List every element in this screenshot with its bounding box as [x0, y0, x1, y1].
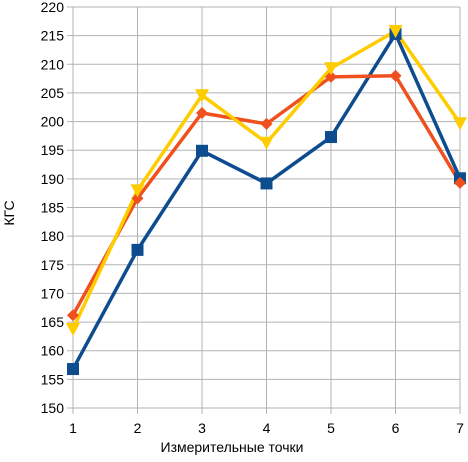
series-2-point	[389, 69, 402, 82]
series-1-point	[260, 177, 273, 190]
series-1-point	[67, 363, 79, 376]
y-tick-label: 175	[41, 257, 65, 273]
series-2-point	[260, 117, 273, 130]
x-tick-label: 2	[134, 420, 142, 436]
series-2-point	[454, 176, 466, 189]
series-3-point	[259, 136, 274, 150]
series-markers	[66, 25, 467, 376]
x-tick-labels: 1 2 3 4 5 6 7	[69, 420, 464, 436]
series-3-point	[453, 117, 467, 131]
y-tick-label: 215	[41, 28, 65, 44]
y-tick-label: 150	[41, 400, 65, 416]
series-3-point	[388, 25, 403, 39]
series-3-point	[324, 62, 338, 76]
y-tick-label: 220	[41, 0, 65, 15]
y-tick-label: 210	[41, 56, 65, 72]
series-1-point	[131, 243, 144, 256]
series-2-point	[196, 106, 208, 119]
series-3-point	[195, 89, 209, 103]
x-tick-label: 3	[198, 420, 206, 436]
y-tick-label: 200	[41, 114, 65, 130]
y-tick-label: 190	[41, 171, 65, 187]
x-axis-title: Измерительные точки	[161, 439, 304, 455]
y-tick-label: 165	[41, 314, 65, 330]
series-2-point	[325, 70, 337, 83]
y-tick-label: 160	[41, 343, 65, 359]
x-tick-label: 7	[456, 420, 464, 436]
series-2-point	[131, 192, 144, 205]
y-axis-title: КГС	[1, 200, 17, 225]
y-tick-label: 170	[41, 285, 65, 301]
series-3-point	[130, 184, 145, 198]
series-2-point	[67, 309, 79, 322]
x-tick-label: 5	[327, 420, 335, 436]
axes	[72, 7, 460, 409]
y-tick-label: 180	[41, 228, 65, 244]
y-tick-labels: 150 155 160 165 170 175 180 185 190 195 200 205 210 2…	[41, 0, 65, 416]
y-tick-label: 195	[41, 142, 65, 158]
x-tick-label: 6	[392, 420, 400, 436]
y-tick-label: 185	[41, 200, 65, 216]
y-tick-label: 155	[41, 371, 65, 387]
grid-lines	[67, 6, 461, 414]
x-tick-label: 1	[69, 420, 77, 436]
series-3-point	[66, 322, 80, 336]
series-1-point	[325, 131, 337, 144]
y-tick-label: 205	[41, 85, 65, 101]
series-1-point	[196, 144, 208, 157]
x-tick-label: 4	[263, 420, 271, 436]
